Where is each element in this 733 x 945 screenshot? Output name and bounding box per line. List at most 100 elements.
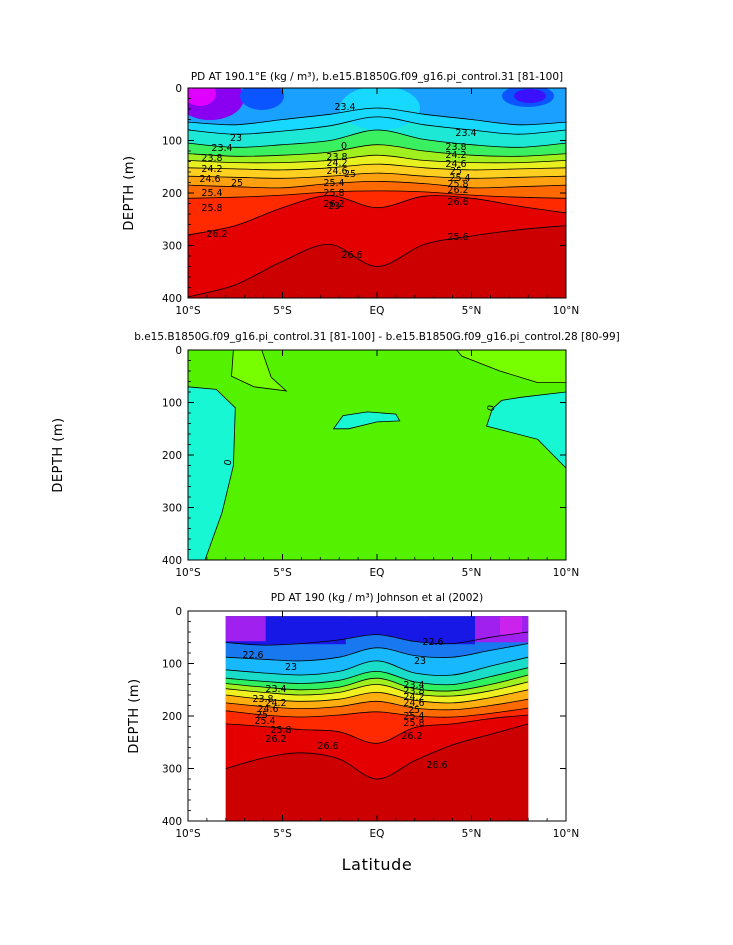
contour-label: 24.6 <box>326 166 347 177</box>
y-tick-label: 100 <box>162 136 182 148</box>
x-tick-label: 5°N <box>462 567 482 579</box>
isopycnal-line <box>225 714 529 744</box>
y-tick-label: 100 <box>162 659 182 671</box>
panel-2-contour-label-0: 0 <box>223 459 235 467</box>
panel-2-contour-label-1: 0 <box>341 141 347 152</box>
contour-label: 26.6 <box>426 760 447 771</box>
panel-3-x-ticks: 10°S 5°S EQ 5°N 10°N <box>175 611 579 840</box>
panel-3-ylabel: DEPTH (m) <box>127 678 142 753</box>
x-tick-label: 5°N <box>462 828 482 840</box>
contour-label: 25 <box>408 705 420 716</box>
contour-label: 26.6 <box>317 741 338 752</box>
panel-3-filled-bands <box>225 616 529 821</box>
x-tick-label: 5°S <box>273 305 292 317</box>
panel-2: b.e15.B1850G.f09_g16.pi_control.31 [81-1… <box>51 141 620 579</box>
contour-label: 25.8 <box>201 203 222 214</box>
contour-label: 25.4 <box>201 188 222 199</box>
contour-label: 25 <box>231 178 243 189</box>
isopycnal-line <box>225 707 529 718</box>
panel-1-y-ticks: 0 100 200 300 400 <box>162 83 566 305</box>
isopycnal-line <box>225 674 529 692</box>
contour-label: 23.4 <box>455 128 476 139</box>
panel-3: PD AT 190 (kg / m³) Johnson et al (2002)… <box>127 592 579 840</box>
isopycnal-line <box>225 667 529 686</box>
x-tick-label: EQ <box>370 305 385 317</box>
panel-1-plot-area <box>188 88 566 298</box>
panel-3-plot-area <box>225 616 529 821</box>
contour-label: 26.2 <box>447 185 468 196</box>
anomaly-region-central-negative <box>332 411 401 430</box>
isopycnal-line <box>188 154 566 164</box>
surface-blob <box>225 616 266 642</box>
isopycnal-line <box>188 180 566 189</box>
panel-1-filled-bands <box>188 88 566 298</box>
panel-2-plot-area <box>188 350 566 560</box>
surface-blob <box>514 89 546 103</box>
x-tick-label: EQ <box>370 567 385 579</box>
panel-3-line-group <box>225 631 529 780</box>
panel-3-y-ticks: 0 100 200 300 400 <box>162 606 566 828</box>
contour-label: 25.8 <box>270 725 291 736</box>
figure-xlabel: Latitude <box>342 855 413 874</box>
x-tick-label: 10°N <box>553 828 579 840</box>
contour-label: 24.2 <box>201 164 222 175</box>
contour-label: 23.8 <box>201 153 222 164</box>
isopycnal-line <box>188 190 566 199</box>
contour-label: 24.2 <box>326 158 347 169</box>
contour-label: 25.8 <box>403 718 424 729</box>
y-tick-label: 300 <box>162 503 182 515</box>
contour-label: 25 <box>450 166 462 177</box>
anomaly-region-east-negative <box>486 391 566 469</box>
isopycnal-line <box>188 129 566 148</box>
panel-3-title: PD AT 190 (kg / m³) Johnson et al (2002) <box>271 592 483 604</box>
isopycnal-line <box>188 172 566 179</box>
contour-label: 23 <box>328 201 340 212</box>
contour-label: 24.2 <box>403 692 424 703</box>
contour-label: 22.6 <box>422 637 443 648</box>
panel-2-ylabel: DEPTH (m) <box>51 417 66 492</box>
x-tick-label: EQ <box>370 828 385 840</box>
contour-label: 24.2 <box>445 150 466 161</box>
panel-1: PD AT 190.1°E (kg / m³), b.e15.B1850G.f0… <box>122 71 579 317</box>
anomaly-region-west-negative <box>188 386 236 560</box>
y-tick-label: 400 <box>162 293 182 305</box>
isopycnal-line <box>188 107 566 126</box>
panel-3-contour-labels: 22.62323.423.824.224.62525.425.826.222.6… <box>242 637 447 771</box>
isopycnal-line <box>225 631 529 646</box>
x-tick-label: 5°N <box>462 305 482 317</box>
contour-label: 25.8 <box>323 188 344 199</box>
x-tick-label: 10°S <box>175 567 201 579</box>
isopycnal-line <box>225 689 529 704</box>
panel-2-contour-label-2: 0 <box>485 404 497 413</box>
isopycnal-line <box>188 225 566 298</box>
y-tick-label: 400 <box>162 555 182 567</box>
x-tick-label: 10°N <box>553 305 579 317</box>
panel-3-contour-lines <box>225 631 529 780</box>
y-tick-label: 200 <box>162 450 182 462</box>
surface-blob <box>265 616 346 645</box>
panel-3-band-group <box>225 616 529 821</box>
contour-label: 23 <box>285 662 297 673</box>
contour-label: 25.8 <box>447 179 468 190</box>
contour-label: 25 <box>256 710 268 721</box>
contour-label: 26.6 <box>447 197 468 208</box>
y-tick-label: 400 <box>162 816 182 828</box>
isopycnal-line <box>225 698 529 711</box>
contour-label: 23 <box>230 133 242 144</box>
contour-label: 25.6 <box>447 232 468 243</box>
x-tick-label: 10°S <box>175 305 201 317</box>
contour-label: 22.6 <box>242 650 263 661</box>
y-tick-label: 200 <box>162 188 182 200</box>
panel-2-x-ticks: 10°S 5°S EQ 5°N 10°N <box>175 350 579 579</box>
isopycnal-line <box>188 195 566 236</box>
surface-blob <box>240 88 284 110</box>
contour-label: 25 <box>344 169 356 180</box>
y-tick-label: 200 <box>162 711 182 723</box>
contour-label: 23.8 <box>403 686 424 697</box>
contour-label: 25.4 <box>254 716 275 727</box>
contour-label: 23.4 <box>265 684 286 695</box>
anomaly-region-east-positive <box>455 350 566 383</box>
contour-label: 24.6 <box>445 159 466 170</box>
